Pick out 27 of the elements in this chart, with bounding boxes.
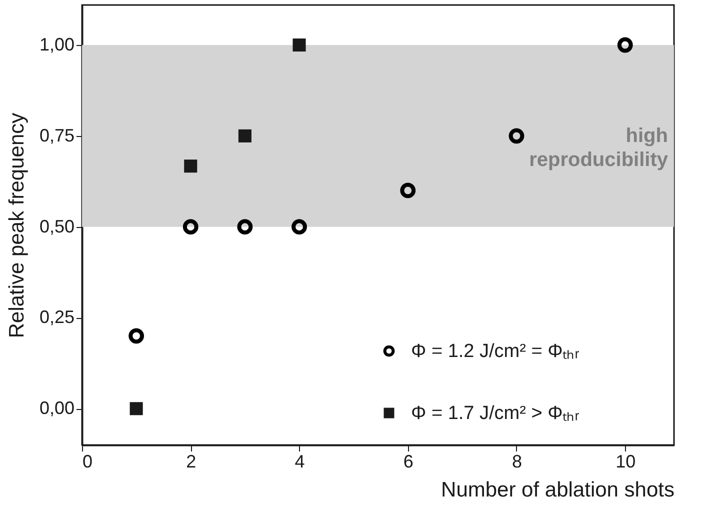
y-tick-label: 1,00 [39,34,74,54]
point [617,37,633,53]
point [182,219,198,235]
point [184,160,198,173]
point [292,219,307,235]
x-tick-label: 10 [616,452,636,472]
point [128,328,144,344]
x-tick-label: 2 [186,452,196,472]
y-tick-label: 0,75 [39,125,74,146]
point [292,38,306,52]
x-tick-label: 4 [294,452,305,472]
legend-label: Φ = 1.2 J/cm² = Φₜₕᵣ [411,341,580,362]
point [130,402,143,416]
x-axis-title: Number of ablation shots [441,478,674,502]
x-tick-label: 8 [512,452,522,472]
y-axis-title: Relative peak frequency [5,112,28,338]
legend-label: Φ = 1.7 J/cm² > Φₜₕᵣ [411,403,580,424]
band-label: high reproducibility [529,124,669,171]
y-tick-label: 0,25 [39,307,74,328]
x-tick-label: 0 [82,452,93,472]
x-tick-label: 6 [403,452,414,472]
point [400,182,416,198]
point [508,128,524,144]
y-tick-label: 0,50 [39,216,74,236]
y-tick-label: 0,00 [39,398,74,418]
point [238,129,252,142]
point [237,219,253,235]
